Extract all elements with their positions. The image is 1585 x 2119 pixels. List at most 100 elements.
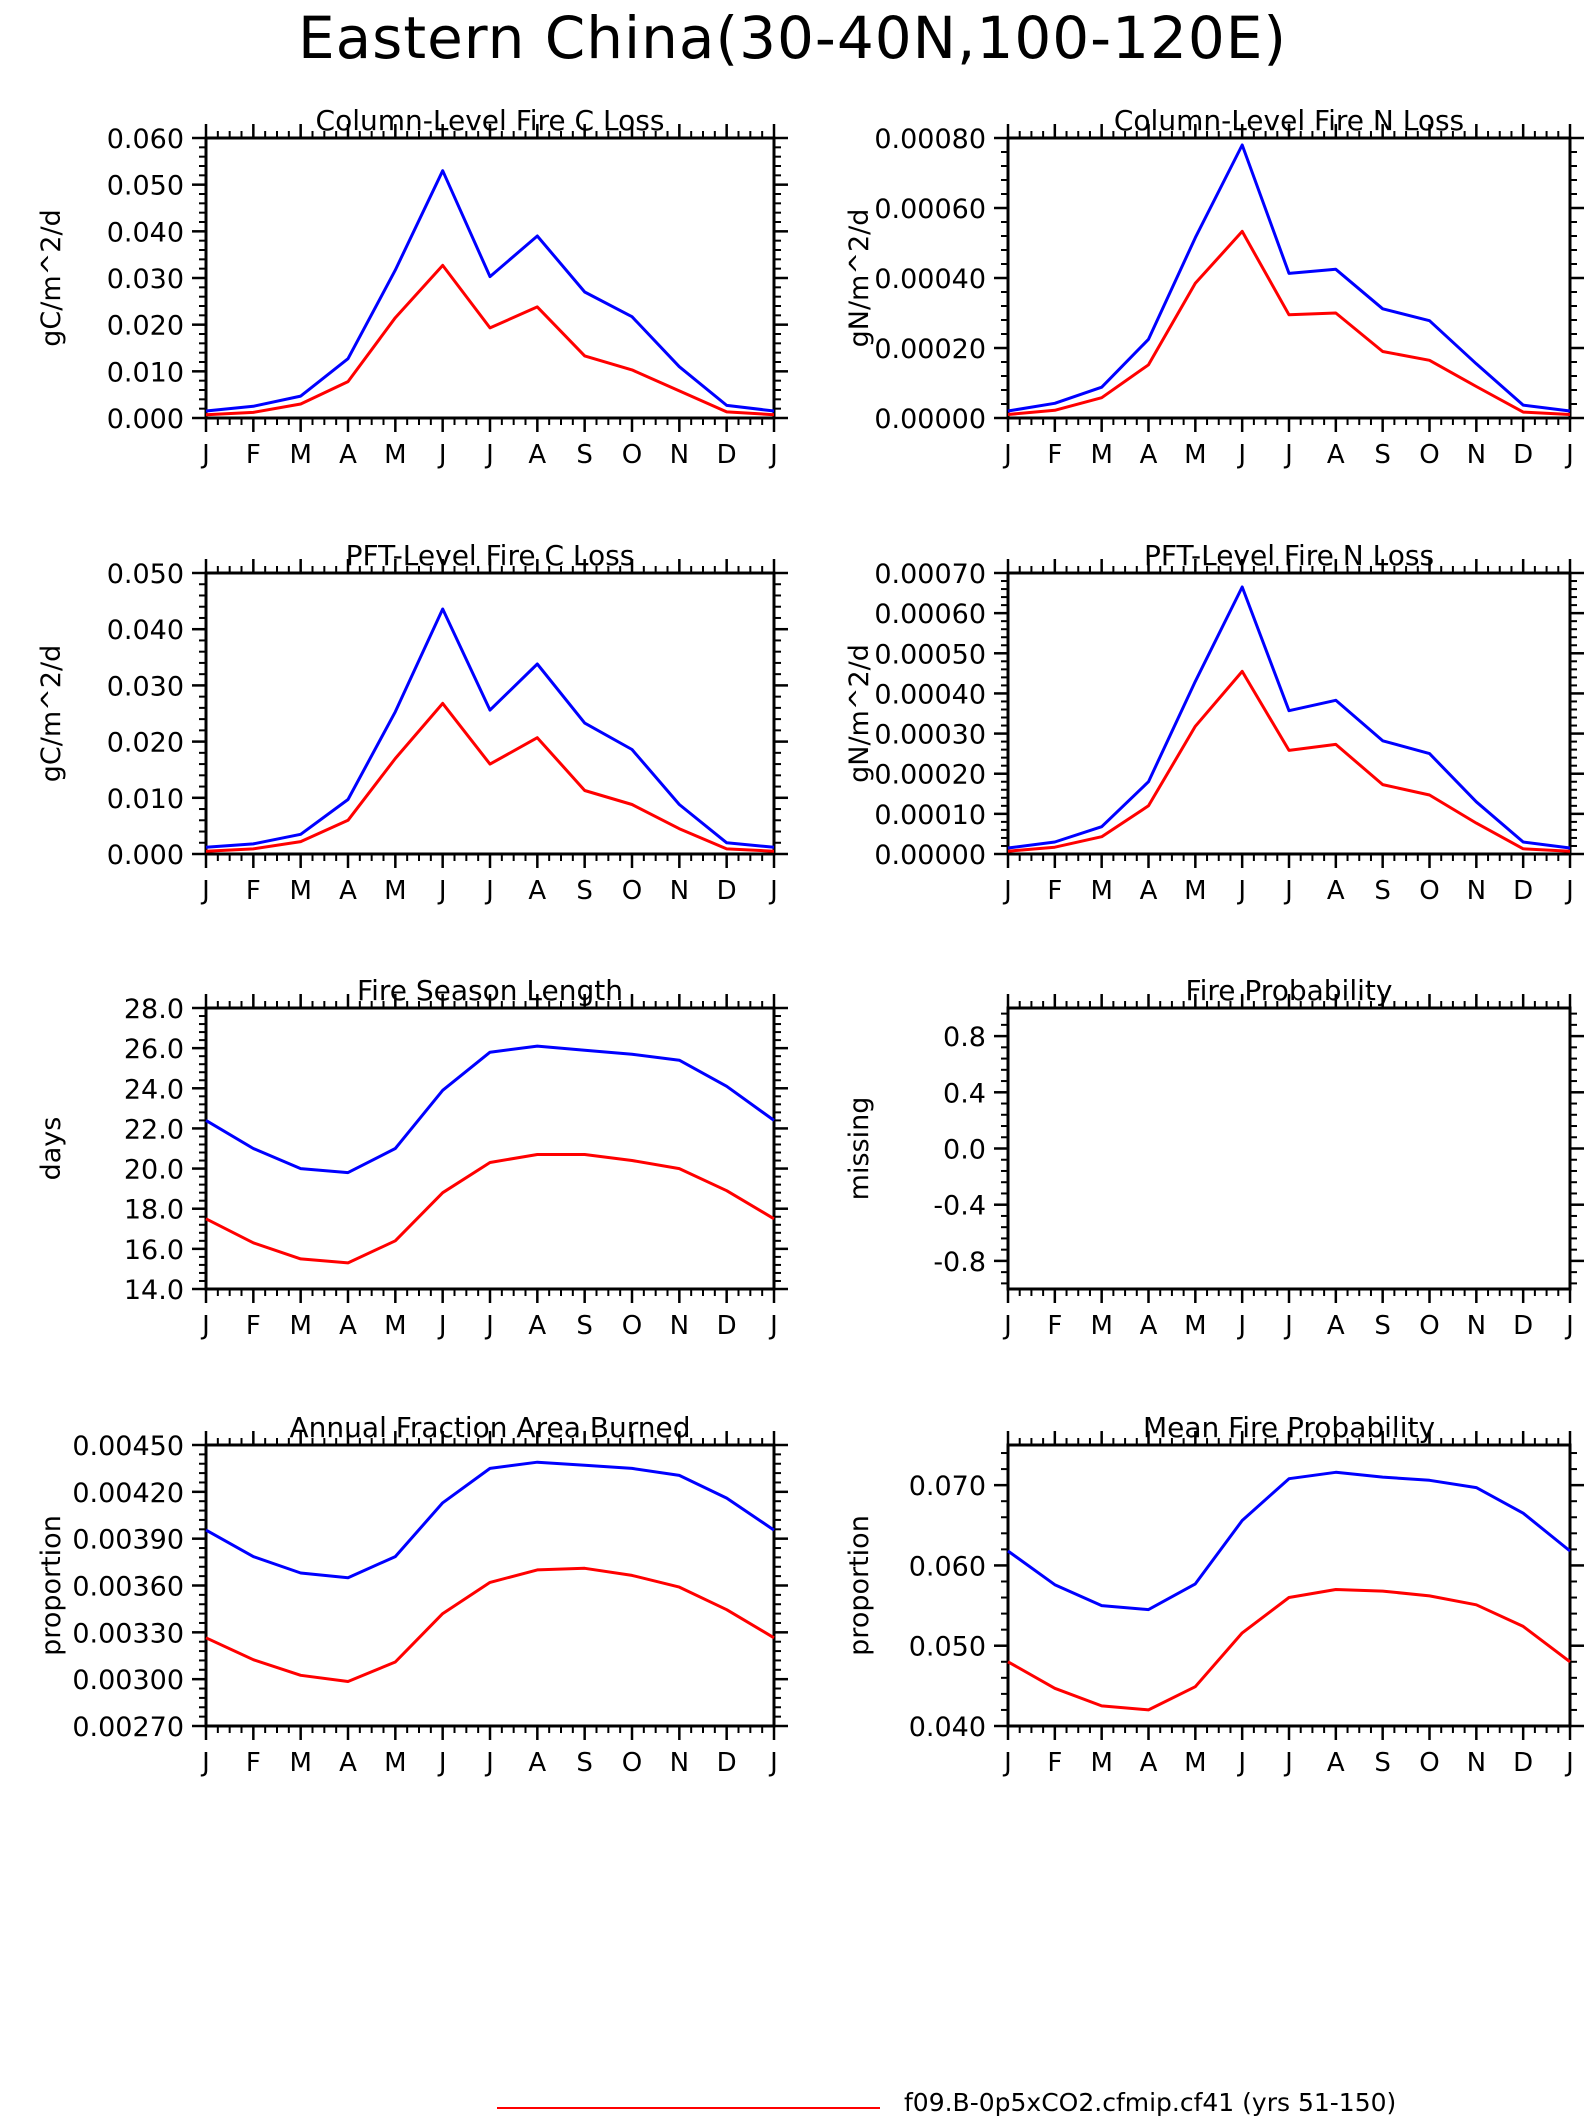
x-tick-label: F bbox=[246, 1311, 261, 1341]
x-tick-label: A bbox=[339, 440, 357, 470]
x-tick-label: A bbox=[528, 876, 546, 906]
x-tick-label: N bbox=[1467, 1748, 1486, 1778]
y-tick-label: 0.00360 bbox=[72, 1572, 184, 1603]
y-tick-label: 0.020 bbox=[107, 311, 184, 342]
x-tick-label: J bbox=[1236, 1311, 1246, 1341]
y-axis-label: proportion bbox=[844, 1515, 875, 1656]
x-tick-label: N bbox=[1467, 440, 1486, 470]
y-tick-label: 0.060 bbox=[909, 1551, 986, 1582]
x-tick-label: M bbox=[384, 1748, 406, 1778]
y-tick-label: 0.00030 bbox=[874, 720, 986, 751]
x-tick-label: M bbox=[1184, 1311, 1206, 1341]
x-tick-label: O bbox=[622, 440, 642, 470]
x-tick-label: S bbox=[576, 440, 593, 470]
x-tick-label: J bbox=[437, 440, 447, 470]
y-axis-label: gC/m^2/d bbox=[36, 645, 67, 782]
series-line-blue bbox=[1007, 585, 1571, 850]
y-axis-label: days bbox=[36, 1117, 67, 1181]
series-line-blue bbox=[205, 607, 775, 849]
y-tick-label: 16.0 bbox=[124, 1235, 184, 1266]
x-tick-label: F bbox=[1047, 876, 1062, 906]
x-tick-label: D bbox=[717, 440, 737, 470]
x-tick-label: O bbox=[1419, 440, 1439, 470]
y-tick-label: 0.00300 bbox=[72, 1665, 184, 1696]
x-tick-label: M bbox=[1090, 1311, 1112, 1341]
x-tick-label: A bbox=[528, 1311, 546, 1341]
y-tick-label: 0.00390 bbox=[72, 1525, 184, 1556]
y-tick-label: 0.00270 bbox=[72, 1712, 184, 1743]
chart-title: PFT-Level Fire C Loss bbox=[346, 539, 635, 572]
y-tick-label: 0.00420 bbox=[72, 1478, 184, 1509]
x-tick-label: J bbox=[1283, 1748, 1293, 1778]
x-tick-label: A bbox=[1140, 1311, 1158, 1341]
x-tick-label: J bbox=[768, 1311, 778, 1341]
x-tick-label: S bbox=[1374, 1748, 1391, 1778]
x-tick-label: O bbox=[1419, 1311, 1439, 1341]
x-tick-label: N bbox=[1467, 1311, 1486, 1341]
x-tick-label: N bbox=[670, 1311, 689, 1341]
y-tick-label: 0.010 bbox=[107, 357, 184, 388]
chart-title: Mean Fire Probability bbox=[1143, 1411, 1435, 1444]
series-line-red bbox=[1007, 1588, 1571, 1712]
series-line-red bbox=[205, 263, 775, 417]
y-tick-label: 0.040 bbox=[107, 217, 184, 248]
chart-panel: J F M A M J J A S O N D J0.002700.003000.003300.0036… bbox=[36, 1411, 788, 1778]
x-tick-label: D bbox=[1513, 1748, 1533, 1778]
x-tick-label: M bbox=[1184, 440, 1206, 470]
x-tick-label: M bbox=[384, 876, 406, 906]
x-tick-label: S bbox=[576, 1748, 593, 1778]
x-tick-label: A bbox=[528, 440, 546, 470]
series-line-red bbox=[1007, 669, 1571, 853]
x-tick-label: O bbox=[1419, 1748, 1439, 1778]
x-tick-label: J bbox=[768, 1748, 778, 1778]
x-tick-label: N bbox=[670, 440, 689, 470]
y-tick-label: 0.00050 bbox=[874, 639, 986, 670]
y-tick-label: 0.00070 bbox=[874, 559, 986, 590]
y-tick-label: 0.00040 bbox=[874, 264, 986, 295]
x-tick-label: F bbox=[246, 1748, 261, 1778]
y-tick-label: 0.00330 bbox=[72, 1618, 184, 1649]
x-tick-label: A bbox=[1327, 1311, 1345, 1341]
x-tick-label: J bbox=[1236, 876, 1246, 906]
x-tick-label: S bbox=[1374, 440, 1391, 470]
chart-panel: J F M A M J J A S O N D J0.000000.000200.000400.0006… bbox=[844, 104, 1584, 470]
y-tick-label: -0.8 bbox=[933, 1247, 986, 1278]
x-tick-label: A bbox=[1327, 1748, 1345, 1778]
x-tick-label: M bbox=[1184, 876, 1206, 906]
y-tick-label: 0.040 bbox=[107, 615, 184, 646]
x-tick-label: J bbox=[484, 1748, 494, 1778]
y-tick-label: 28.0 bbox=[124, 994, 184, 1025]
x-tick-label: D bbox=[1513, 1311, 1533, 1341]
x-tick-label: M bbox=[1090, 876, 1112, 906]
x-tick-label: M bbox=[384, 1311, 406, 1341]
x-tick-label: F bbox=[1047, 440, 1062, 470]
chart-title: Fire Season Length bbox=[357, 974, 623, 1007]
x-tick-label: F bbox=[246, 440, 261, 470]
x-tick-label: J bbox=[437, 1311, 447, 1341]
x-tick-label: S bbox=[1374, 1311, 1391, 1341]
y-tick-label: 14.0 bbox=[124, 1275, 184, 1306]
x-tick-label: F bbox=[1047, 1748, 1062, 1778]
x-tick-label: J bbox=[1283, 440, 1293, 470]
x-tick-label: O bbox=[622, 1748, 642, 1778]
plot-frame bbox=[1006, 136, 1572, 420]
x-tick-label: M bbox=[384, 440, 406, 470]
x-tick-label: D bbox=[1513, 876, 1533, 906]
chart-title: PFT-Level Fire N Loss bbox=[1144, 539, 1434, 572]
y-tick-label: 0.000 bbox=[107, 840, 184, 871]
y-tick-label: 0.050 bbox=[909, 1632, 986, 1663]
x-tick-label: J bbox=[768, 440, 778, 470]
y-tick-label: 0.00010 bbox=[874, 800, 986, 831]
y-tick-label: 20.0 bbox=[124, 1155, 184, 1186]
x-tick-label: J bbox=[1564, 1311, 1574, 1341]
chart-title: Annual Fraction Area Burned bbox=[290, 1411, 691, 1444]
x-tick-label: J bbox=[484, 440, 494, 470]
y-tick-label: -0.4 bbox=[933, 1191, 986, 1222]
x-tick-label: J bbox=[1564, 1748, 1574, 1778]
y-axis-label: gN/m^2/d bbox=[844, 644, 875, 783]
y-tick-label: 0.00080 bbox=[874, 124, 986, 155]
y-axis-label: missing bbox=[844, 1097, 875, 1201]
plot-frame bbox=[204, 1443, 776, 1728]
x-tick-label: J bbox=[1002, 1748, 1012, 1778]
y-tick-label: 0.000 bbox=[107, 404, 184, 435]
